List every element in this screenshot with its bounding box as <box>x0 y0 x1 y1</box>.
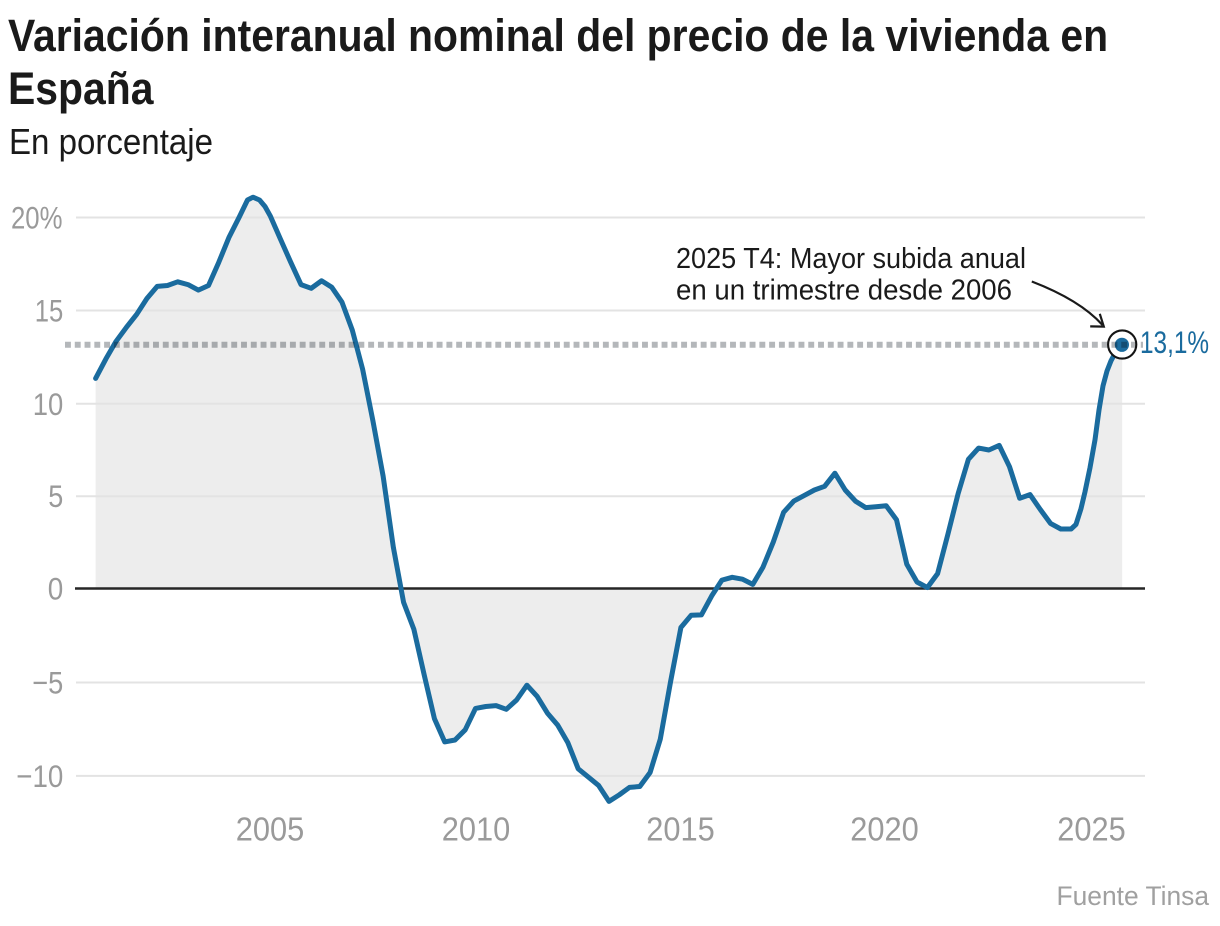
svg-text:15: 15 <box>35 293 64 329</box>
svg-text:2020: 2020 <box>850 811 919 848</box>
svg-text:10: 10 <box>33 386 64 422</box>
svg-text:en un trimestre desde 2006: en un trimestre desde 2006 <box>676 275 1012 307</box>
svg-text:2015: 2015 <box>646 811 715 848</box>
svg-text:−10: −10 <box>16 758 63 794</box>
svg-text:2025 T4: Mayor subida anual: 2025 T4: Mayor subida anual <box>676 243 1026 275</box>
svg-text:0: 0 <box>48 571 64 607</box>
svg-text:2025: 2025 <box>1057 811 1126 848</box>
svg-text:13,1%: 13,1% <box>1140 324 1209 360</box>
svg-text:En porcentaje: En porcentaje <box>9 122 213 162</box>
svg-text:Fuente Tinsa: Fuente Tinsa <box>1057 881 1210 911</box>
svg-text:5: 5 <box>48 478 63 514</box>
svg-text:20%: 20% <box>11 200 63 236</box>
svg-text:−5: −5 <box>32 665 63 701</box>
svg-text:2005: 2005 <box>236 811 305 848</box>
svg-text:2010: 2010 <box>442 811 511 848</box>
